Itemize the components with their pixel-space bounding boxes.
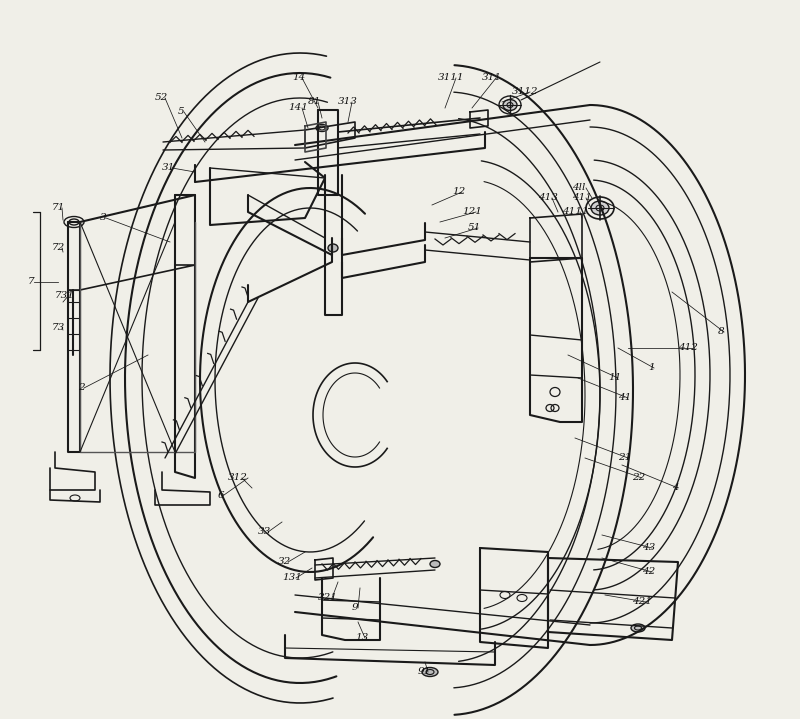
Text: 51: 51 (468, 224, 482, 232)
Text: 3: 3 (100, 214, 106, 222)
Text: 21: 21 (618, 454, 631, 462)
Ellipse shape (430, 561, 440, 567)
Text: 41: 41 (618, 393, 631, 403)
Text: 421: 421 (632, 597, 652, 607)
Text: 2: 2 (78, 383, 85, 393)
Ellipse shape (503, 99, 517, 111)
Text: 5: 5 (178, 108, 185, 116)
Text: 42: 42 (642, 567, 655, 577)
Ellipse shape (316, 124, 328, 132)
Text: 12: 12 (452, 188, 466, 196)
Text: 8: 8 (718, 327, 725, 336)
Text: 13: 13 (355, 633, 368, 643)
Text: 22: 22 (632, 474, 646, 482)
Text: 131: 131 (282, 574, 302, 582)
Text: 71: 71 (52, 203, 66, 213)
Text: 4: 4 (672, 483, 678, 493)
Text: 312: 312 (228, 474, 248, 482)
Text: 11: 11 (608, 373, 622, 383)
Ellipse shape (631, 624, 645, 632)
Text: 411: 411 (572, 193, 592, 203)
Ellipse shape (422, 667, 438, 677)
Text: 313: 313 (338, 98, 358, 106)
Text: 311: 311 (482, 73, 502, 83)
Text: 81: 81 (308, 98, 322, 106)
Text: 141: 141 (288, 104, 308, 112)
Text: 3111: 3111 (438, 73, 465, 83)
Text: 72: 72 (52, 244, 66, 252)
Text: 731: 731 (55, 290, 75, 300)
Text: 121: 121 (462, 208, 482, 216)
Ellipse shape (64, 216, 84, 227)
Text: 413: 413 (538, 193, 558, 203)
Text: 4111: 4111 (562, 208, 589, 216)
Text: 321: 321 (318, 593, 338, 603)
Text: 43: 43 (642, 544, 655, 552)
Text: 33: 33 (258, 528, 271, 536)
Text: 91: 91 (418, 667, 431, 677)
Text: 3112: 3112 (512, 88, 538, 96)
Text: 32: 32 (278, 557, 291, 567)
Text: 31: 31 (162, 163, 175, 173)
Text: 1: 1 (648, 364, 654, 372)
Text: 7: 7 (28, 278, 34, 286)
Text: 73: 73 (52, 324, 66, 332)
Ellipse shape (499, 96, 521, 114)
Text: 4ll: 4ll (572, 183, 586, 193)
Ellipse shape (586, 197, 614, 219)
Text: 6: 6 (218, 490, 225, 500)
Ellipse shape (591, 201, 609, 215)
Ellipse shape (328, 244, 338, 252)
Text: 9: 9 (352, 603, 358, 613)
Text: 52: 52 (155, 93, 168, 103)
Text: 412: 412 (678, 344, 698, 352)
Text: 14: 14 (292, 73, 306, 83)
